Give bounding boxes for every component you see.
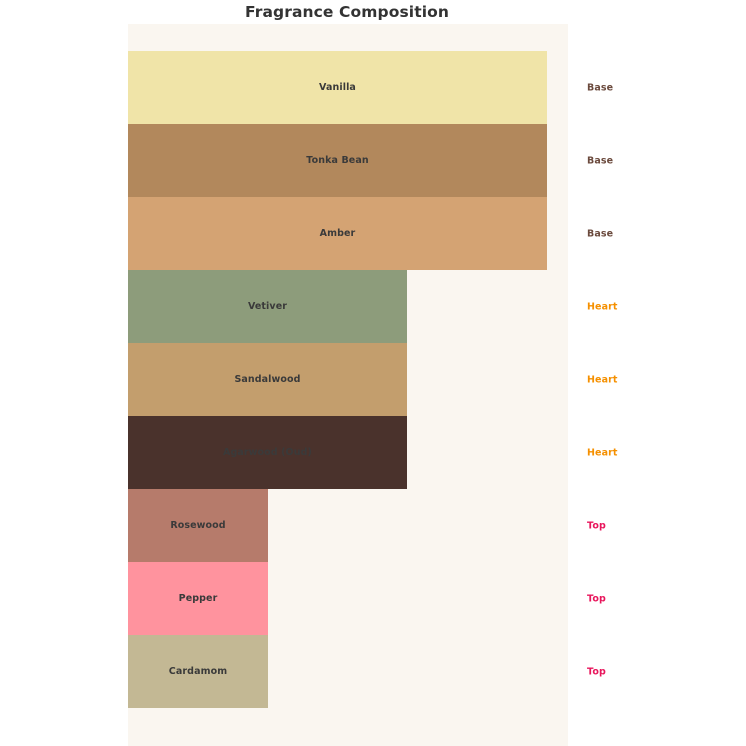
chart-title: Fragrance Composition xyxy=(0,0,746,24)
note-family-label: Top xyxy=(587,593,606,604)
note-family-label: Base xyxy=(587,228,614,239)
bar-pepper[interactable]: Pepper xyxy=(128,562,268,635)
note-family-label: Base xyxy=(587,82,614,93)
note-family-label: Base xyxy=(587,155,614,166)
bar-amber[interactable]: Amber xyxy=(128,197,547,270)
bar-rosewood[interactable]: Rosewood xyxy=(128,489,268,562)
note-family-label: Heart xyxy=(587,447,618,458)
chart-title-text: Fragrance Composition xyxy=(245,3,449,21)
note-family-label: Heart xyxy=(587,301,618,312)
note-family-label: Heart xyxy=(587,374,618,385)
bar-vanilla[interactable]: Vanilla xyxy=(128,51,547,124)
bar-vetiver[interactable]: Vetiver xyxy=(128,270,407,343)
note-family-label: Top xyxy=(587,520,606,531)
note-family-label: Top xyxy=(587,666,606,677)
